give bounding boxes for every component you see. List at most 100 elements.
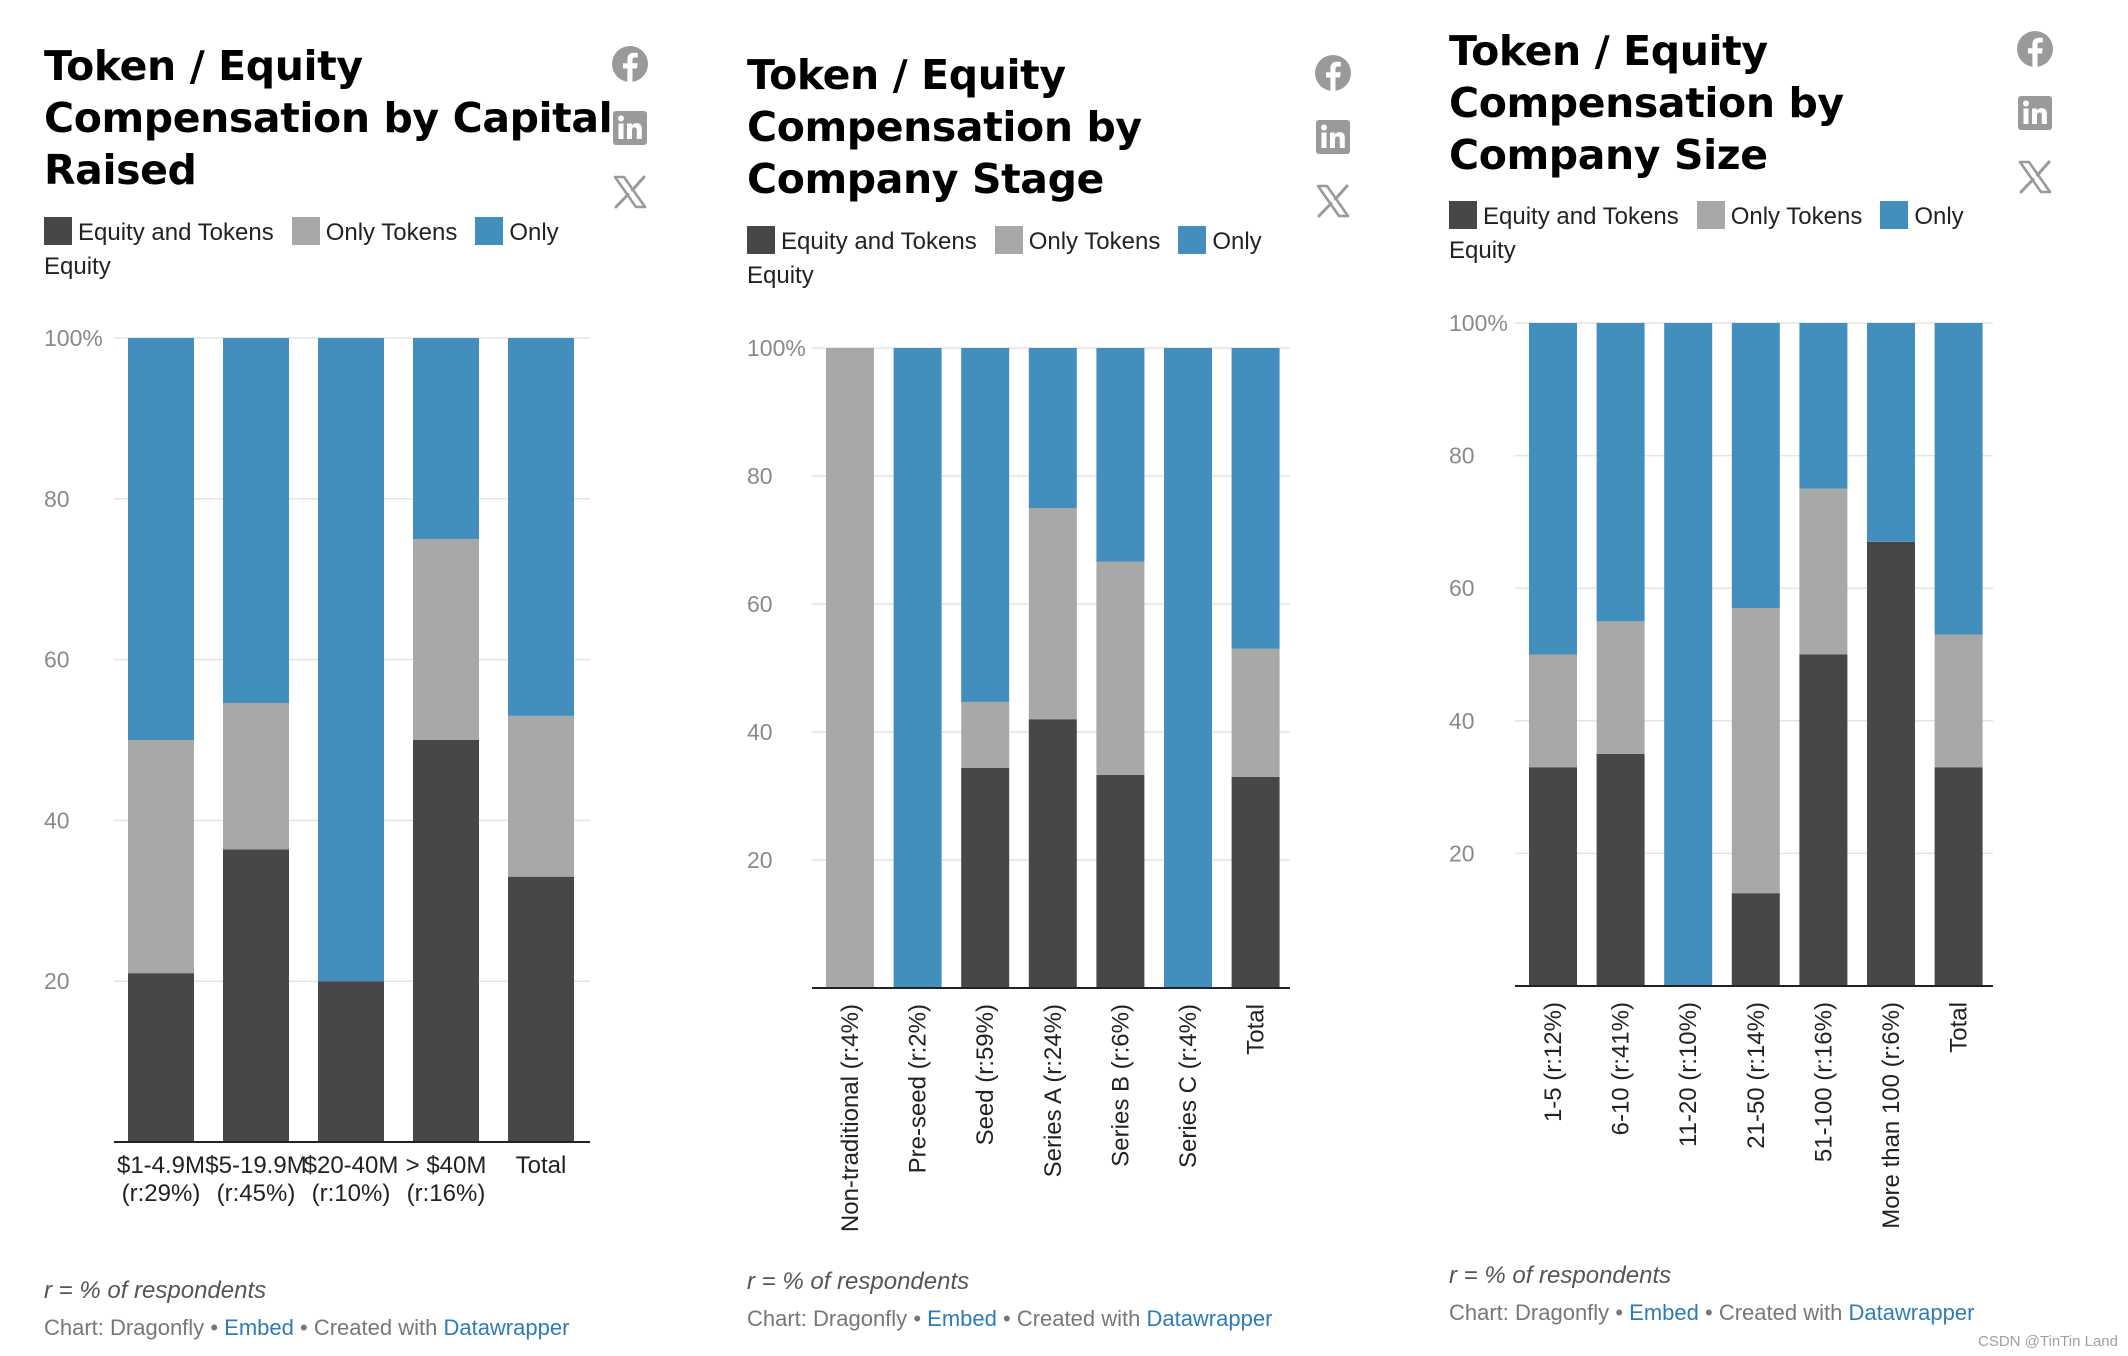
y-tick-label: 40 xyxy=(1449,708,1475,734)
datawrapper-link[interactable]: Datawrapper xyxy=(1146,1306,1273,1331)
x-icon[interactable] xyxy=(2015,157,2055,197)
bar-segment-equity-and-tokens xyxy=(961,767,1010,988)
embed-link[interactable]: Embed xyxy=(224,1315,294,1340)
bar-segment-only-tokens xyxy=(413,539,479,740)
legend-swatch xyxy=(291,217,320,245)
chart-panel-capital-raised: Token / Equity Compensation by Capital R… xyxy=(44,0,724,1356)
chart-legend: Equity and Tokens Only Tokens Only Equity xyxy=(747,225,1287,293)
bar-segment-only-tokens xyxy=(508,715,574,877)
credit-separator: • xyxy=(1615,1300,1624,1325)
credit-separator: • xyxy=(299,1315,308,1340)
bar-segment-equity-and-tokens xyxy=(413,740,479,1142)
legend-swatch xyxy=(1880,201,1909,229)
x-category-label: Total xyxy=(1946,1002,1973,1053)
legend-swatch xyxy=(1696,201,1725,229)
x-icon[interactable] xyxy=(610,172,650,212)
embed-link[interactable]: Embed xyxy=(927,1306,997,1331)
chart-credit: Chart: Dragonfly • Embed • Created with … xyxy=(44,1315,569,1341)
y-tick-label: 100% xyxy=(1449,310,1508,336)
bar-segment-only-tokens xyxy=(1028,508,1077,720)
bar-segment-only-tokens xyxy=(1799,488,1848,655)
x-category-label: Non-traditional (r:4%) xyxy=(837,1004,864,1232)
bar-segment-only-equity xyxy=(223,338,289,704)
bar-segment-equity-and-tokens xyxy=(508,876,574,1142)
x-icon[interactable] xyxy=(1313,181,1353,221)
y-tick-label: 100% xyxy=(44,325,103,351)
credit-created-with: Created with xyxy=(313,1315,438,1340)
datawrapper-link[interactable]: Datawrapper xyxy=(443,1315,570,1340)
x-category-label: $5-19.9M (r:45%) xyxy=(205,1152,307,1207)
legend-swatch xyxy=(994,226,1023,254)
x-category-label: 51-100 (r:16%) xyxy=(1810,1002,1837,1162)
embed-link[interactable]: Embed xyxy=(1629,1300,1699,1325)
bar-segment-only-equity xyxy=(961,348,1010,702)
credit-separator: • xyxy=(1002,1306,1011,1331)
credit-created-with: Created with xyxy=(1718,1300,1843,1325)
linkedin-icon[interactable] xyxy=(1313,117,1353,157)
x-category-label: 11-20 (r:10%) xyxy=(1675,1002,1702,1147)
chart-legend: Equity and Tokens Only Tokens Only Equity xyxy=(44,216,584,284)
legend-swatch xyxy=(1449,201,1477,229)
share-icons xyxy=(1313,53,1361,245)
bar-segment-equity-and-tokens xyxy=(1231,776,1280,988)
facebook-icon[interactable] xyxy=(2015,29,2055,69)
bar-segment-only-equity xyxy=(1934,323,1983,635)
stacked-bar-chart: 20 40 60 80 100% 1-5 (r:12%) 6-10 (r:41%) 11-20… xyxy=(1449,310,1993,1229)
linkedin-icon[interactable] xyxy=(2015,93,2055,133)
legend-label: Only Equity xyxy=(1449,203,1964,264)
stacked-bar-chart: 20 40 60 80 100% Non-traditional (r:4%) Pre-se… xyxy=(747,335,1290,1232)
legend-label: Only Tokens xyxy=(1730,203,1863,230)
x-category-label: 6-10 (r:41%) xyxy=(1608,1002,1635,1135)
share-icons xyxy=(610,44,658,236)
legend-swatch xyxy=(475,217,504,245)
chart-credit: Chart: Dragonfly • Embed • Created with … xyxy=(747,1306,1272,1332)
bar-segment-equity-and-tokens xyxy=(223,849,289,1142)
y-tick-label: 80 xyxy=(747,463,773,489)
bar-segment-only-tokens xyxy=(1596,621,1645,754)
bar-segment-only-equity xyxy=(1529,323,1577,655)
bar-segment-equity-and-tokens xyxy=(1731,893,1780,986)
chart-title: Token / Equity Compensation by Company S… xyxy=(1449,27,1844,179)
bar-segment-only-equity xyxy=(413,338,479,539)
chart-title: Token / Equity Compensation by Capital R… xyxy=(44,42,613,194)
x-category-label: Series C (r:4%) xyxy=(1175,1004,1202,1168)
footnote: r = % of respondents xyxy=(1449,1262,1672,1289)
x-category-label: > $40M (r:16%) xyxy=(405,1152,487,1207)
y-tick-label: 20 xyxy=(44,968,70,994)
footnote: r = % of respondents xyxy=(747,1268,970,1295)
legend-swatch xyxy=(1178,226,1207,254)
legend-swatch xyxy=(44,217,72,245)
x-category-label: Total xyxy=(1243,1004,1270,1055)
x-category-label: More than 100 (r:6%) xyxy=(1878,1002,1905,1229)
credit-source: Chart: Dragonfly xyxy=(44,1315,205,1340)
y-tick-label: 40 xyxy=(44,807,70,833)
bar-segment-only-tokens xyxy=(1731,608,1780,894)
bar-segment-only-equity xyxy=(1164,348,1212,988)
legend-item-equity-and-tokens: Equity and Tokens xyxy=(747,226,977,255)
bar-segment-only-equity xyxy=(1664,323,1713,986)
x-category-label: Series A (r:24%) xyxy=(1040,1004,1067,1177)
y-tick-label: 100% xyxy=(747,335,806,361)
y-tick-label: 60 xyxy=(44,647,70,673)
legend-label: Only Equity xyxy=(44,219,559,280)
bar-segment-equity-and-tokens xyxy=(318,981,384,1142)
facebook-icon[interactable] xyxy=(610,44,650,84)
x-category-label: Total xyxy=(515,1152,567,1179)
facebook-icon[interactable] xyxy=(1313,53,1353,93)
credit-source: Chart: Dragonfly xyxy=(1449,1300,1610,1325)
x-category-label: $1-4.9M (r:29%) xyxy=(116,1152,206,1207)
chart-panel-company-size: Token / Equity Compensation by Company S… xyxy=(1449,0,2128,1356)
datawrapper-link[interactable]: Datawrapper xyxy=(1848,1300,1975,1325)
bar-segment-only-equity xyxy=(128,338,194,740)
bar-segment-equity-and-tokens xyxy=(128,973,194,1142)
chart-panel-company-stage: Token / Equity Compensation by Company S… xyxy=(747,0,1427,1356)
bar-segment-only-tokens xyxy=(223,703,289,850)
legend-label: Only Equity xyxy=(747,228,1262,289)
legend-item-only-tokens: Only Tokens xyxy=(291,217,457,246)
bar-segment-only-equity xyxy=(1028,348,1077,508)
chart-title: Token / Equity Compensation by Company S… xyxy=(747,51,1142,203)
bar-segment-only-equity xyxy=(1867,323,1915,542)
linkedin-icon[interactable] xyxy=(610,108,650,148)
legend-item-only-equity: Only Equity xyxy=(747,226,1262,289)
